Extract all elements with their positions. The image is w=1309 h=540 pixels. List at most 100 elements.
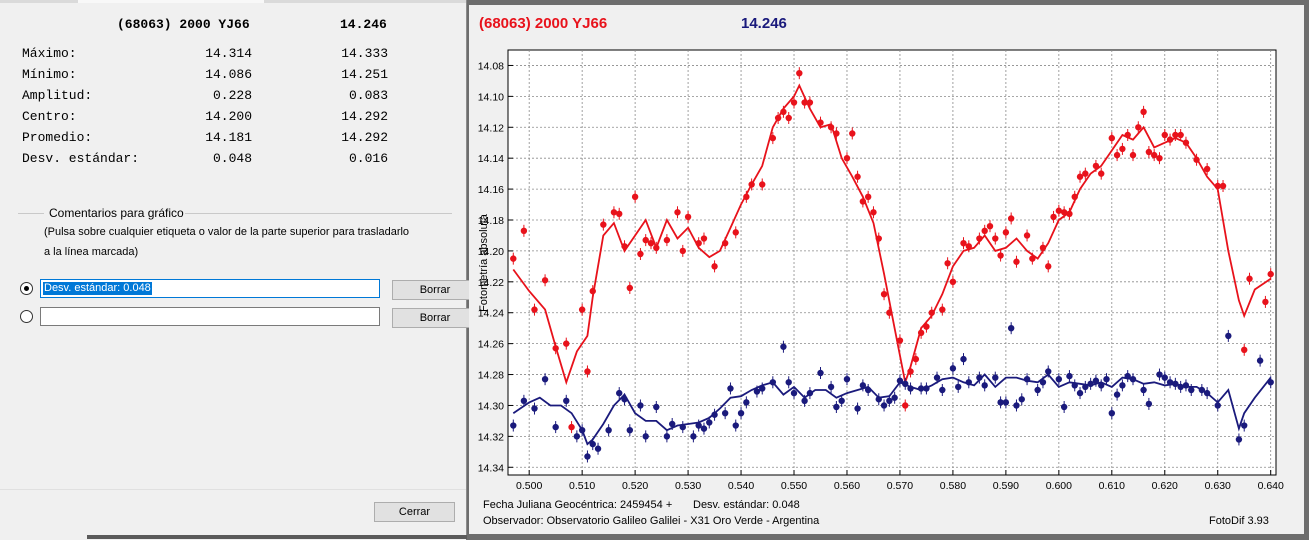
data-point: [997, 252, 1004, 259]
data-point: [854, 173, 861, 180]
data-point: [1124, 131, 1131, 139]
stats-header-object[interactable]: (68063) 2000 YJ66: [117, 17, 250, 32]
data-point: [610, 209, 618, 216]
data-point: [864, 193, 872, 201]
stats-value-2[interactable]: 14.333: [341, 46, 388, 61]
data-point: [631, 193, 639, 201]
data-point: [753, 388, 761, 395]
stats-label[interactable]: Promedio:: [22, 130, 93, 145]
data-point: [886, 309, 893, 316]
data-point: [769, 134, 777, 142]
data-point: [907, 385, 914, 392]
comment-2-input[interactable]: [40, 307, 380, 326]
data-point: [817, 369, 824, 377]
data-point: [992, 235, 999, 242]
data-point: [637, 250, 644, 258]
data-point: [589, 287, 596, 295]
data-point: [833, 130, 840, 137]
clear-comment-1-button[interactable]: Borrar: [392, 280, 478, 300]
data-point: [1135, 124, 1142, 131]
stats-value-1[interactable]: 14.200: [205, 109, 252, 124]
data-point: [833, 403, 840, 411]
close-button[interactable]: Cerrar: [374, 502, 455, 522]
stats-value-1[interactable]: 0.228: [212, 88, 252, 103]
data-point: [1161, 374, 1168, 381]
y-tick-label: 14.24: [478, 308, 504, 320]
data-point: [949, 365, 957, 372]
data-point: [912, 355, 920, 363]
data-point: [780, 343, 787, 350]
stats-value-1[interactable]: 14.314: [205, 46, 252, 61]
data-point: [1145, 400, 1153, 408]
stats-value-1[interactable]: 14.181: [205, 130, 252, 145]
y-tick-label: 14.26: [478, 339, 504, 351]
data-point: [642, 236, 649, 244]
chart-title-object: (68063) 2000 YJ66: [479, 15, 608, 32]
data-point: [949, 278, 957, 286]
data-point: [992, 374, 999, 381]
stats-value-2[interactable]: 14.292: [341, 130, 388, 145]
stats-value-2[interactable]: 14.292: [341, 109, 388, 124]
data-point: [1267, 379, 1274, 386]
data-point: [1039, 244, 1047, 252]
data-point: [621, 396, 628, 403]
data-point: [1002, 229, 1010, 236]
data-point: [1203, 389, 1211, 397]
stats-label[interactable]: Mínimo:: [22, 67, 77, 82]
stats-value-1[interactable]: 0.048: [212, 151, 252, 166]
comment-2-radio[interactable]: [20, 310, 33, 323]
dialog-tab[interactable]: [78, 0, 264, 3]
stats-value-2[interactable]: 14.251: [341, 67, 388, 82]
data-point: [1145, 148, 1153, 156]
data-point: [1108, 409, 1116, 417]
data-point: [1045, 263, 1052, 270]
data-point: [923, 385, 930, 392]
data-point: [1182, 382, 1190, 389]
comments-group-title: Comentarios para gráfico: [48, 206, 185, 220]
light-curve-chart: 14.08 14.10 14.12 14.14 14.16 14.18 14.20 14.22…: [478, 49, 1284, 492]
data-point: [986, 222, 994, 230]
stats-value-2[interactable]: 0.083: [348, 88, 388, 103]
y-tick-label: 14.30: [478, 400, 504, 412]
data-point: [1214, 402, 1221, 409]
stats-row-stddev: Desv. estándar: 0.048 0.016: [22, 151, 402, 169]
data-point: [1082, 383, 1089, 391]
data-point: [1214, 182, 1221, 190]
data-point: [1098, 382, 1105, 389]
data-point: [732, 422, 739, 429]
data-point: [1066, 210, 1073, 218]
data-point: [626, 284, 634, 292]
data-point: [875, 235, 882, 242]
data-point: [1082, 170, 1089, 177]
data-point: [700, 425, 708, 432]
statistics-dialog: (68063) 2000 YJ66 14.246 Máximo: 14.314 …: [0, 0, 478, 540]
data-point: [1119, 145, 1126, 153]
stats-header-value[interactable]: 14.246: [340, 17, 387, 32]
stats-label[interactable]: Centro:: [22, 109, 77, 124]
data-point: [1172, 380, 1179, 388]
stats-value-1[interactable]: 14.086: [205, 67, 252, 82]
stats-label[interactable]: Desv. estándar:: [22, 151, 140, 166]
data-point: [573, 433, 581, 440]
data-point: [668, 420, 676, 428]
data-point: [928, 309, 935, 316]
stats-value-2[interactable]: 0.016: [348, 151, 388, 166]
data-point: [1177, 131, 1184, 139]
comment-1-radio[interactable]: [20, 282, 33, 295]
stats-label[interactable]: Máximo:: [22, 46, 77, 61]
footer-software: FotoDif 3.93: [1209, 515, 1269, 527]
y-tick-label: 14.08: [478, 60, 504, 72]
data-point: [1193, 156, 1200, 163]
data-point: [674, 209, 681, 216]
data-point: [1225, 332, 1232, 340]
data-point: [1023, 375, 1031, 383]
data-point: [552, 345, 559, 352]
data-point: [1045, 368, 1052, 375]
comment-1-input[interactable]: Desv. estándar: 0.048: [40, 279, 380, 298]
clear-comment-2-button[interactable]: Borrar: [392, 308, 478, 328]
stats-label[interactable]: Amplitud:: [22, 88, 93, 103]
data-point: [541, 277, 549, 284]
data-point: [1241, 422, 1248, 429]
data-point: [976, 374, 983, 381]
group-border-right: [178, 213, 452, 214]
